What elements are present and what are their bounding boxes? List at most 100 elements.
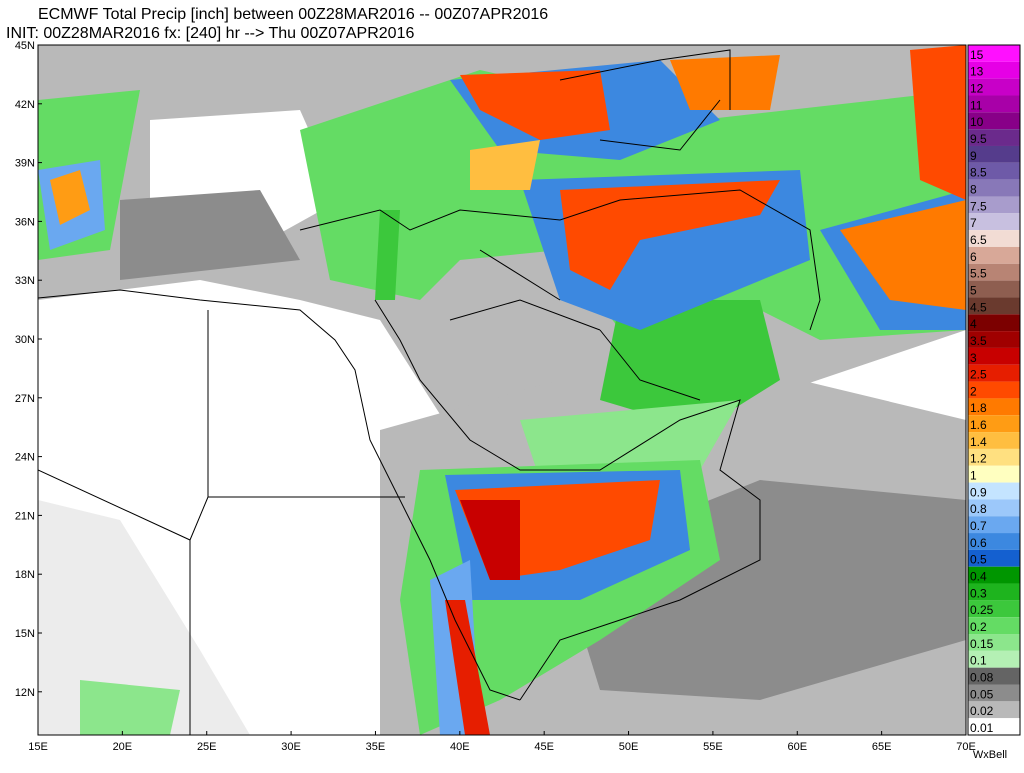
legend-swatch — [968, 145, 1020, 163]
precip-area — [460, 70, 610, 140]
legend-label: 5.5 — [970, 267, 987, 281]
longitude-label: 35E — [366, 741, 386, 753]
precip-area — [840, 200, 966, 310]
legend-label: 3 — [970, 351, 977, 365]
latitude-label: 36N — [15, 216, 35, 228]
legend-swatch — [968, 112, 1020, 130]
legend-swatch — [968, 432, 1020, 449]
title-line-2: INIT: 00Z28MAR2016 fx: [240] hr --> Thu … — [6, 25, 414, 42]
legend-swatch — [968, 634, 1020, 651]
legend-swatch — [968, 347, 1020, 365]
precip-area — [120, 190, 300, 280]
legend-label: 2 — [970, 384, 977, 398]
precip-area — [80, 680, 180, 735]
legend-label: 0.2 — [970, 620, 987, 634]
legend-swatch — [968, 297, 1020, 315]
legend-swatch — [968, 600, 1020, 618]
legend-label: 11 — [970, 98, 983, 112]
legend-swatch — [968, 263, 1020, 281]
legend-swatch — [968, 465, 1020, 483]
legend-label: 0.08 — [970, 671, 994, 685]
longitude-label: 55E — [703, 741, 723, 753]
legend-label: 0.25 — [970, 603, 994, 617]
latitude-label: 18N — [15, 569, 35, 581]
legend-swatch — [968, 701, 1020, 719]
longitude-label: 65E — [872, 741, 892, 753]
legend-swatch — [968, 129, 1020, 146]
legend-swatch — [968, 364, 1020, 382]
latitude-label: 30N — [15, 334, 35, 346]
longitude-label: 30E — [281, 741, 301, 753]
latitude-label: 12N — [15, 687, 35, 699]
map-field — [38, 45, 966, 735]
legend-swatch — [968, 566, 1020, 584]
legend-swatch — [968, 617, 1020, 635]
coastline — [374, 299, 761, 701]
legend-label: 0.3 — [970, 586, 987, 600]
latitude-label: 39N — [15, 158, 35, 170]
legend-frame — [967, 44, 1021, 736]
legend-label: 2.5 — [970, 368, 987, 382]
legend-swatch — [968, 314, 1020, 332]
legend-label: 0.02 — [970, 704, 994, 718]
latitude-label: 27N — [15, 393, 35, 405]
legend-label: 6 — [970, 250, 977, 264]
legend-swatch — [968, 246, 1020, 264]
legend-swatch — [968, 230, 1020, 247]
legend-label: 7.5 — [970, 199, 987, 213]
legend-swatch — [968, 95, 1020, 113]
legend-label: 0.01 — [970, 721, 994, 735]
legend-swatch — [968, 415, 1020, 433]
legend-swatch — [968, 499, 1020, 517]
legend-swatch — [968, 549, 1020, 567]
legend-label: 1.2 — [970, 452, 987, 466]
border — [299, 189, 821, 331]
longitude-label: 15E — [28, 741, 48, 753]
precip-area — [445, 600, 490, 735]
legend-label: 0.5 — [970, 553, 987, 567]
precip-area — [460, 500, 520, 580]
legend-swatch — [968, 196, 1020, 214]
legend-label: 0.7 — [970, 519, 987, 533]
longitude-label: 50E — [619, 741, 639, 753]
legend-label: 6.5 — [970, 233, 987, 247]
legend-label: 10 — [970, 115, 984, 129]
precip-area — [600, 300, 780, 430]
latitude-label: 21N — [15, 510, 35, 522]
legend-label: 0.8 — [970, 502, 987, 516]
coastline — [599, 329, 701, 401]
legend-swatch — [968, 179, 1020, 197]
legend-label: 1 — [970, 469, 977, 483]
legend-swatch — [968, 718, 1020, 735]
legend-swatch — [968, 213, 1020, 231]
longitude-label: 60E — [787, 741, 807, 753]
legend-swatch — [968, 45, 1020, 62]
legend-label: 0.9 — [970, 485, 987, 499]
legend-label: 8.5 — [970, 166, 987, 180]
legend-swatch — [968, 516, 1020, 534]
latitude-label: 45N — [15, 40, 35, 52]
coastline — [38, 289, 521, 701]
precip-area — [560, 180, 780, 290]
legend-label: 12 — [970, 81, 984, 95]
border — [38, 310, 405, 735]
legend-swatch — [968, 162, 1020, 180]
legend-swatch — [968, 583, 1020, 601]
latitude-label: 24N — [15, 452, 35, 464]
precip-area — [470, 140, 540, 190]
border — [449, 249, 601, 331]
latitude-label: 15N — [15, 628, 35, 640]
legend-label: 7 — [970, 216, 977, 230]
precip-area — [375, 210, 400, 300]
legend-swatch — [968, 61, 1020, 79]
legend-label: 4 — [970, 317, 977, 331]
legend-swatch — [968, 533, 1020, 550]
legend-label: 1.6 — [970, 418, 987, 432]
legend-label: 5 — [970, 283, 977, 297]
legend-swatch — [968, 398, 1020, 416]
legend-label: 15 — [970, 48, 984, 62]
longitude-label: 20E — [113, 741, 133, 753]
legend-label: 4.5 — [970, 300, 987, 314]
legend-swatch — [968, 448, 1020, 466]
